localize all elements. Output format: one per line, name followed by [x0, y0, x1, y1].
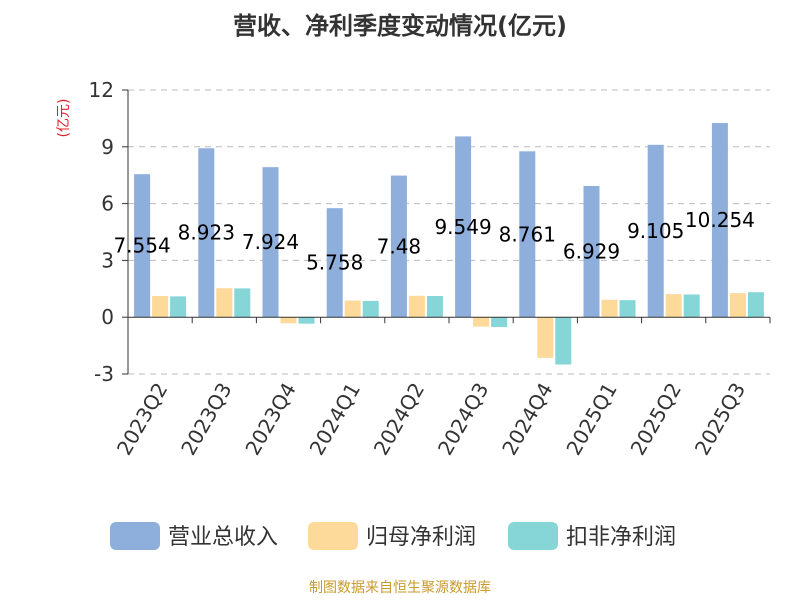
bar-2025Q3-series-1 [729, 293, 746, 318]
bar-2024Q3-series-2 [491, 317, 508, 328]
grid-lines [128, 89, 770, 375]
data-label-2025Q3: 10.254 [685, 208, 755, 232]
chart-title: 营收、净利季度变动情况(亿元) [233, 12, 567, 40]
data-label-2024Q3: 9.549 [434, 215, 491, 239]
data-label-2024Q2: 7.48 [377, 234, 422, 258]
bar-2023Q2-series-2 [170, 296, 187, 318]
bar-2023Q3-series-0 [198, 148, 215, 318]
bars-group [134, 123, 764, 365]
bar-2025Q1-series-2 [619, 300, 636, 318]
bar-2024Q2-series-2 [426, 295, 443, 318]
bar-2023Q2-series-0 [134, 174, 151, 318]
bar-2025Q3-series-0 [711, 123, 728, 318]
bar-2023Q4-series-2 [298, 317, 315, 324]
bar-2024Q4-series-0 [519, 151, 536, 318]
legend-label-series-2: 扣非净利润 [566, 525, 676, 550]
x-tick-label: 2024Q1 [305, 379, 365, 460]
x-tick-label: 2023Q3 [176, 379, 236, 460]
y-tick-label: 12 [89, 78, 114, 102]
bar-2024Q2-series-1 [408, 295, 425, 318]
bar-2023Q2-series-1 [152, 295, 169, 318]
bar-2023Q4-series-0 [262, 167, 279, 318]
bar-2024Q1-series-0 [326, 208, 343, 318]
y-tick-label: 9 [101, 135, 114, 159]
data-label-2023Q4: 7.924 [242, 230, 299, 254]
data-label-2024Q4: 8.761 [499, 222, 556, 246]
x-tick-label: 2025Q3 [690, 379, 750, 460]
y-tick-label: 6 [101, 192, 114, 216]
legend: 营业总收入 归母净利润 扣非净利润 [110, 522, 676, 550]
legend-swatch-series-1 [308, 522, 358, 550]
bar-2025Q2-series-0 [647, 144, 664, 318]
bar-2024Q3-series-0 [455, 136, 472, 318]
x-tick-label: 2023Q2 [112, 379, 172, 460]
bar-2024Q3-series-1 [473, 317, 490, 327]
bar-2024Q1-series-2 [362, 300, 379, 318]
data-label-2023Q3: 8.923 [178, 221, 235, 245]
data-label-2025Q2: 9.105 [627, 219, 684, 243]
y-axis-unit-label: (亿元) [56, 99, 72, 138]
y-tick-label: 3 [101, 248, 114, 272]
legend-swatch-series-2 [508, 522, 558, 550]
bar-2023Q3-series-2 [234, 288, 251, 318]
legend-swatch-series-0 [110, 522, 160, 550]
bar-2024Q4-series-1 [537, 317, 554, 358]
x-tick-label: 2025Q2 [626, 379, 686, 460]
y-tick-label: 0 [101, 305, 114, 329]
x-tick-label: 2025Q1 [561, 379, 621, 460]
bar-2024Q2-series-0 [390, 175, 407, 318]
legend-label-series-0: 营业总收入 [168, 525, 278, 550]
x-tick-label: 2024Q2 [369, 379, 429, 460]
bar-2025Q3-series-2 [747, 292, 764, 318]
data-source-note: 制图数据来自恒生聚源数据库 [309, 580, 491, 596]
bar-2025Q2-series-1 [665, 294, 682, 318]
data-label-2024Q1: 5.758 [306, 251, 363, 275]
bar-2025Q1-series-1 [601, 299, 618, 318]
bar-2024Q4-series-2 [555, 317, 572, 365]
data-label-2025Q1: 6.929 [563, 240, 620, 264]
x-tick-label: 2024Q3 [433, 379, 493, 460]
x-tick-label: 2023Q4 [240, 379, 300, 460]
bar-2023Q4-series-1 [280, 317, 297, 324]
data-label-2023Q2: 7.554 [113, 234, 170, 258]
y-tick-label: -3 [94, 362, 114, 386]
legend-label-series-1: 归母净利润 [366, 525, 476, 550]
bar-2023Q3-series-1 [216, 288, 233, 318]
bar-2025Q2-series-2 [683, 294, 700, 318]
bar-2025Q1-series-0 [583, 186, 600, 318]
x-tick-label: 2024Q4 [497, 379, 557, 460]
bar-2024Q1-series-1 [344, 300, 361, 318]
data-labels-group: 7.554 8.923 7.924 5.758 7.48 9.549 8.761 6.929 9… [113, 208, 754, 275]
